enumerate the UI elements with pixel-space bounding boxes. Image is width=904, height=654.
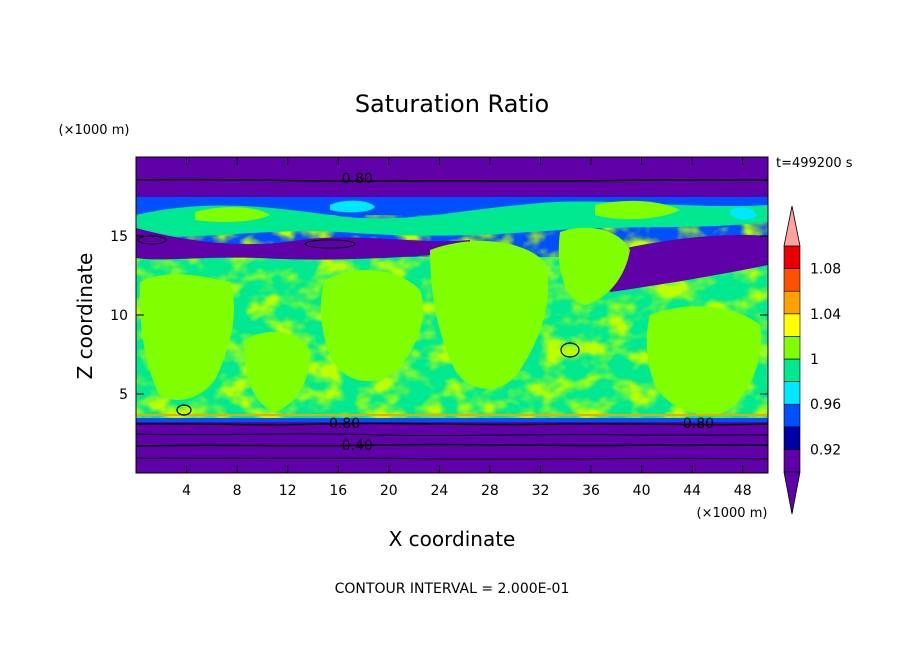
x-tick-label: 32 — [532, 483, 550, 499]
green-lobe-4 — [558, 227, 630, 305]
y-axis-title: Z coordinate — [73, 253, 97, 380]
colorbar-tick-label: 1.08 — [810, 262, 841, 278]
contour-lower-020 — [136, 457, 768, 460]
y-tick-label: 10 — [110, 308, 128, 324]
y-tick-label: 5 — [119, 387, 128, 403]
x-tick-label: 12 — [279, 483, 297, 499]
lower-band-cyan — [136, 418, 768, 422]
time-label: t=499200 s — [776, 156, 853, 171]
x-tick-label: 28 — [481, 483, 499, 499]
colorbar-tick-label: 0.92 — [810, 442, 841, 458]
x-tick-label: 20 — [380, 483, 398, 499]
contour-label: 0.80 — [342, 171, 373, 187]
colorbar-swatch — [783, 426, 801, 450]
green-lobe-6 — [244, 331, 311, 412]
green-lobe-3 — [430, 240, 549, 389]
upper-streak-3 — [600, 234, 768, 292]
x-tick-label: 44 — [683, 483, 701, 499]
x-tick-label: 48 — [734, 483, 752, 499]
contour-labels: 0.80 0.80 0.80 0.40 — [329, 171, 714, 454]
contour-lower-040 — [136, 443, 768, 447]
contour-lower-060 — [136, 433, 768, 437]
green-lobe-5 — [646, 306, 761, 415]
x-axis-title: X coordinate — [389, 527, 516, 551]
colorbar-swatch — [783, 358, 801, 382]
colorbar-swatch — [783, 313, 801, 337]
contour-blob-2 — [560, 342, 580, 358]
x-unit-label: (×1000 m) — [697, 506, 768, 521]
layer-top — [136, 157, 768, 197]
x-tick-label: 24 — [430, 483, 448, 499]
contour-blob-4 — [304, 239, 356, 249]
colorbar-over-triangle — [783, 205, 801, 247]
cyan-patch-1 — [330, 200, 375, 213]
colorbar-tick-label: 0.96 — [810, 397, 841, 413]
contour-interval-footer: CONTOUR INTERVAL = 2.000E-01 — [335, 581, 570, 597]
lower-band-red — [136, 414, 768, 416]
contour-field — [136, 157, 768, 473]
y-tick-label: 15 — [110, 229, 128, 245]
colorbar-under-triangle — [783, 471, 801, 515]
contour-blob-3 — [137, 235, 167, 245]
cyan-patch-2 — [730, 207, 757, 220]
colorbar-swatch — [783, 403, 801, 428]
colorbar-swatch — [783, 449, 801, 473]
colorbar-tick-label: 1 — [810, 352, 819, 368]
green-lobe-2 — [320, 269, 424, 382]
colorbar-swatch — [783, 290, 801, 315]
contour-label: 0.80 — [683, 416, 714, 432]
colorbar-swatch — [783, 268, 801, 292]
colorbar-tick-label: 1.04 — [810, 307, 841, 323]
green-lobe-7 — [195, 207, 270, 223]
contour-top — [136, 178, 768, 182]
chart-title: Saturation Ratio — [355, 90, 549, 118]
green-lobe-8 — [595, 200, 680, 220]
y-unit-label: (×1000 m) — [59, 123, 130, 138]
upper-streak-2 — [136, 228, 470, 260]
colorbar-swatch — [783, 245, 801, 269]
x-tick-label: 8 — [233, 483, 242, 499]
contour-blob-1 — [176, 404, 192, 416]
x-tick-label: 36 — [582, 483, 600, 499]
colorbar-swatch — [783, 336, 801, 360]
colorbar-swatch — [783, 381, 801, 405]
x-tick-label: 4 — [182, 483, 191, 499]
contour-lines — [136, 178, 768, 460]
contour-label: 0.80 — [329, 416, 360, 432]
green-lobe-1 — [139, 274, 235, 400]
colorbar: 0.92 0.96 1 1.04 1.08 — [783, 205, 841, 515]
x-axis-ticks: 4 8 12 16 20 24 28 32 36 40 44 48 — [182, 157, 752, 499]
x-tick-label: 40 — [633, 483, 651, 499]
x-tick-label: 16 — [329, 483, 347, 499]
contour-label: 0.40 — [342, 438, 373, 454]
y-axis-ticks: 5 10 15 — [110, 229, 768, 403]
contour-lower-080 — [136, 422, 768, 426]
